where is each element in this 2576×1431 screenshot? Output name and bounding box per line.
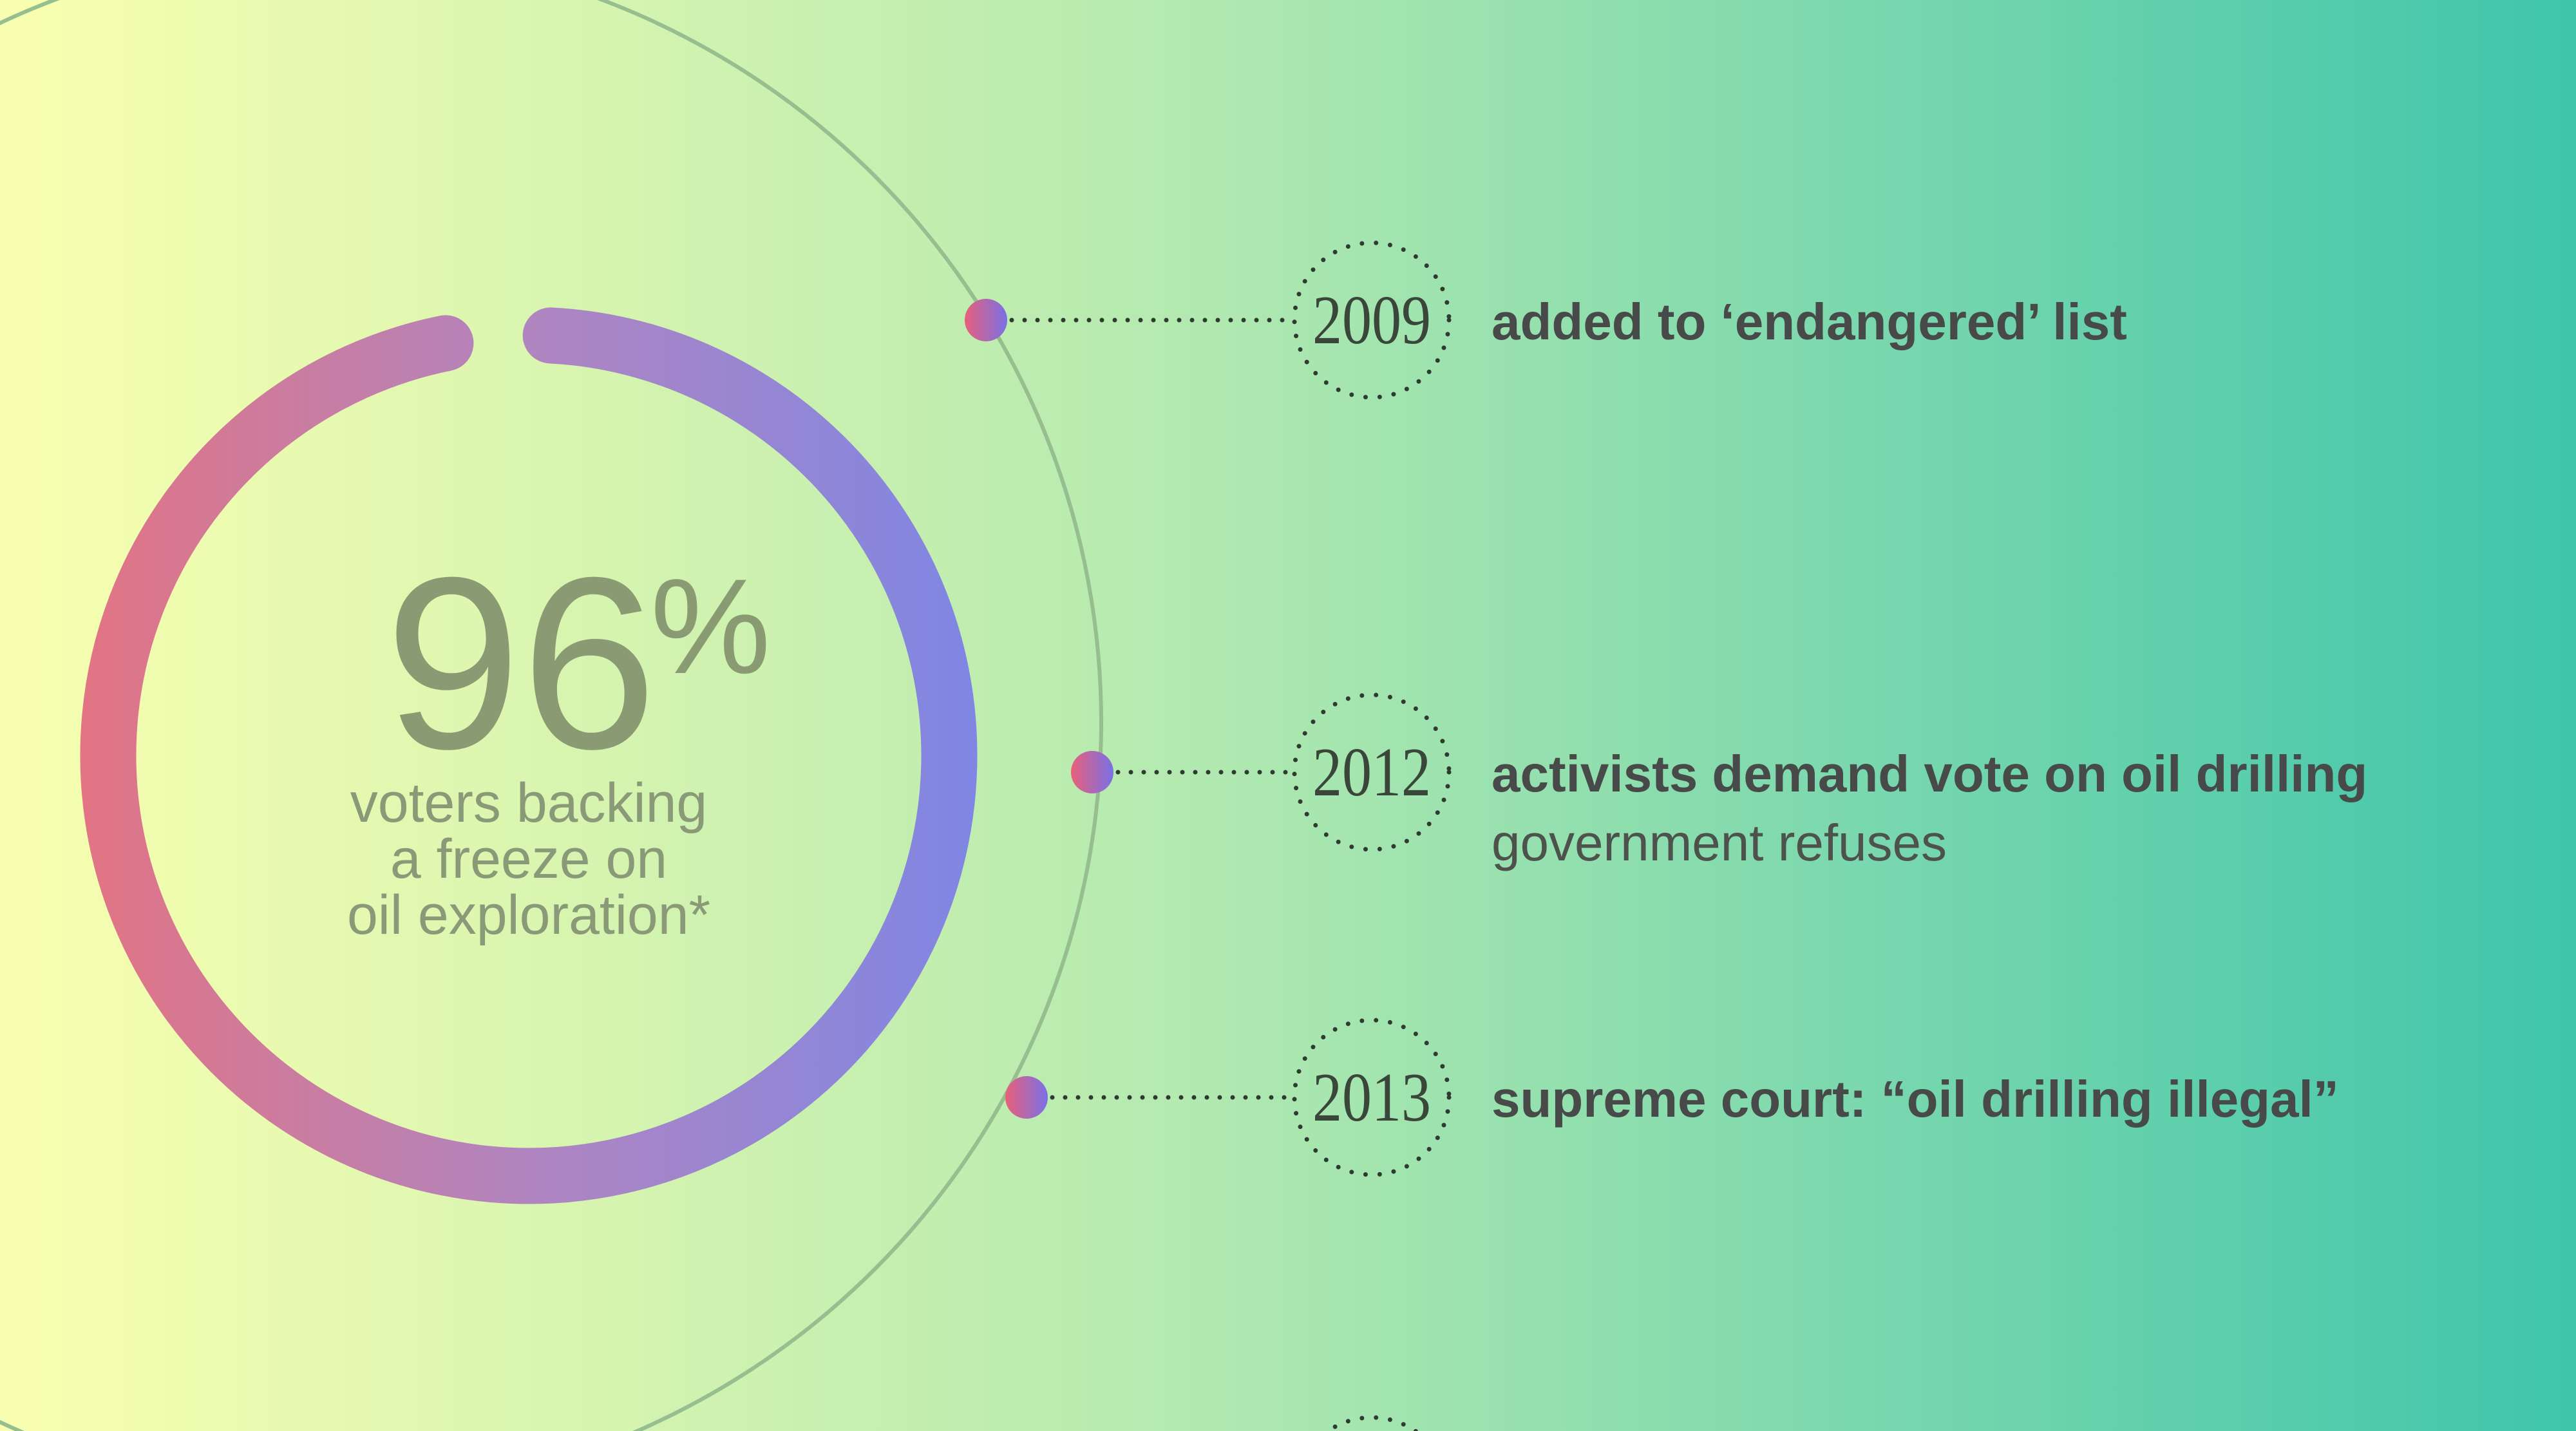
gauge-caption: oil exploration* bbox=[347, 884, 710, 946]
timeline-dot bbox=[1071, 751, 1113, 793]
gauge-unit: % bbox=[650, 551, 771, 702]
gauge-caption: a freeze on bbox=[390, 828, 667, 890]
event-subtitle: government refuses bbox=[1492, 814, 1947, 871]
timeline-dot bbox=[1005, 1076, 1048, 1119]
orbit-circle bbox=[0, 0, 1103, 1431]
event-title: activists demand vote on oil drilling bbox=[1492, 745, 2367, 802]
year-circle bbox=[1292, 1018, 1452, 1177]
year: 2013 bbox=[1312, 1059, 1431, 1136]
event-title: supreme court: “oil drilling illegal” bbox=[1492, 1070, 2339, 1128]
timeline: 2009 added to ‘endangered’ list 2012 activi… bbox=[965, 240, 2367, 1177]
year: 2012 bbox=[1312, 734, 1431, 811]
year-circle bbox=[1292, 240, 1452, 400]
year: 2009 bbox=[1312, 282, 1431, 359]
event-title: added to ‘endangered’ list bbox=[1492, 293, 2127, 350]
gauge-caption: voters backing bbox=[350, 772, 708, 834]
gauge-arc bbox=[80, 307, 978, 1204]
year-circle bbox=[1292, 692, 1452, 852]
timeline-dot bbox=[965, 299, 1007, 341]
gauge-value: 96 bbox=[385, 526, 658, 800]
